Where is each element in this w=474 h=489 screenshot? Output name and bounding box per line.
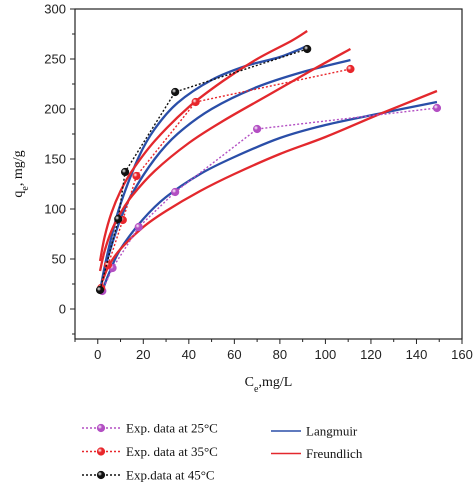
exp-35c-point bbox=[132, 171, 141, 181]
freundlich-fit-line bbox=[98, 30, 308, 262]
langmuir-fit-line bbox=[98, 44, 308, 292]
y-tick-label: 200 bbox=[44, 102, 66, 117]
x-tick-label: 160 bbox=[451, 347, 473, 362]
legend-label: Freundlich bbox=[306, 446, 363, 461]
x-tick-label: 40 bbox=[182, 347, 196, 362]
exp-45c-point bbox=[171, 87, 180, 97]
exp-25c-point bbox=[253, 124, 262, 134]
legend-swatch-marker bbox=[96, 423, 106, 433]
legend-label: Langmuir bbox=[306, 424, 358, 439]
exp-35c-point bbox=[103, 260, 113, 270]
legend-label: Exp.data at 45°C bbox=[126, 468, 215, 483]
x-tick-label: 120 bbox=[360, 347, 382, 362]
legend: Exp. data at 25°C Exp. data at 35°C Exp.da… bbox=[82, 421, 363, 483]
legend-swatch-marker bbox=[96, 470, 106, 480]
x-axis-label: Ce,mg/L bbox=[245, 375, 293, 395]
exp-25c-line bbox=[101, 107, 438, 292]
axes: 0 20 40 60 80 100 120 140 160 0 50 100 150 200 250 300 bbox=[44, 2, 473, 363]
fit-curves bbox=[98, 30, 438, 292]
x-tick-label: 80 bbox=[273, 347, 287, 362]
freundlich-fit-line bbox=[101, 89, 438, 282]
exp-45c-point bbox=[120, 167, 130, 177]
x-tick-label: 140 bbox=[406, 347, 428, 362]
legend-label: Exp. data at 25°C bbox=[126, 421, 218, 436]
y-tick-label: 250 bbox=[44, 52, 66, 67]
langmuir-fit-line bbox=[101, 100, 438, 292]
y-tick-label: 300 bbox=[44, 2, 66, 17]
exp-25c-point bbox=[432, 103, 442, 113]
legend-swatch-marker bbox=[96, 447, 106, 456]
x-tick-label: 100 bbox=[315, 347, 337, 362]
exp-25c-point bbox=[134, 222, 143, 232]
plot-frame bbox=[74, 8, 463, 340]
exp-35c-point bbox=[346, 64, 355, 74]
exp-45c-point bbox=[95, 285, 105, 295]
exp-45c-point bbox=[303, 44, 312, 54]
exp-45c-point bbox=[114, 214, 123, 224]
legend-label: Exp. data at 35°C bbox=[126, 444, 218, 459]
exp-35c-point bbox=[191, 97, 200, 107]
exp-25c-point bbox=[171, 187, 180, 197]
y-tick-label: 150 bbox=[44, 152, 66, 167]
y-tick-label: 100 bbox=[44, 202, 66, 217]
x-tick-label: 20 bbox=[136, 347, 150, 362]
freundlich-fit-line bbox=[98, 47, 352, 272]
x-tick-label: 0 bbox=[94, 347, 101, 362]
x-tick-label: 60 bbox=[227, 347, 241, 362]
y-tick-label: 50 bbox=[52, 252, 66, 267]
experimental-series bbox=[95, 44, 442, 296]
y-tick-label: 0 bbox=[59, 302, 66, 317]
y-axis-label: qe, mg/g bbox=[11, 150, 31, 197]
